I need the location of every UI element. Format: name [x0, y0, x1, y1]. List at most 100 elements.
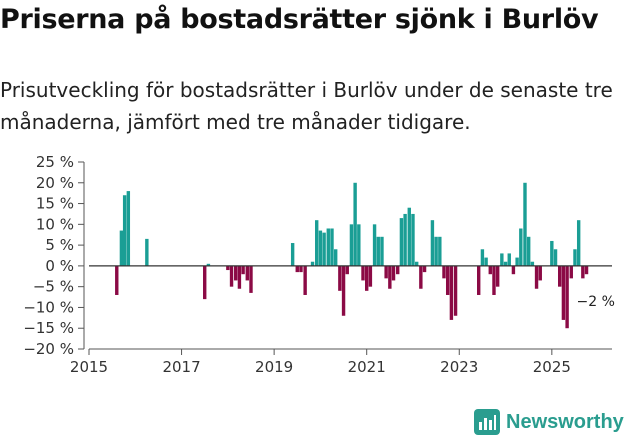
bar — [434, 236, 438, 266]
bar — [396, 265, 400, 275]
y-tick-label: −15 % — [23, 319, 74, 337]
x-tick-label: 2023 — [440, 358, 478, 372]
bar — [241, 265, 245, 275]
bar — [438, 236, 442, 266]
chart-subtitle: Prisutveckling för bostadsrätter i Burlö… — [0, 78, 613, 134]
bar — [333, 249, 338, 266]
y-tick-label: 5 % — [45, 236, 74, 254]
bar — [380, 236, 384, 266]
bar — [515, 257, 519, 266]
bar — [530, 261, 535, 266]
bar — [318, 230, 323, 266]
y-tick-label: −10 % — [23, 298, 74, 316]
y-axis: 25 % 20 % 15 % 10 % 5 % 0 % −5 % −10 % −15 % −20 … — [23, 153, 85, 358]
bar — [553, 249, 558, 266]
bar — [376, 236, 380, 266]
bar — [237, 265, 242, 289]
x-tick-label: 2019 — [255, 358, 293, 372]
bar — [403, 213, 407, 266]
bar — [345, 265, 349, 275]
y-tick-label: 20 % — [36, 174, 74, 192]
bar — [391, 265, 396, 281]
last-value-label: −2 % — [577, 294, 615, 310]
brand-logo: Newsworthy — [474, 407, 624, 437]
bar — [399, 218, 404, 266]
bar — [126, 191, 131, 266]
bar — [119, 230, 124, 266]
bar — [341, 265, 346, 316]
y-tick-label: −20 % — [23, 340, 74, 358]
bar — [234, 265, 238, 281]
bar — [295, 265, 299, 273]
bar — [372, 224, 377, 266]
bar — [584, 265, 589, 275]
bar — [115, 265, 119, 295]
bar — [503, 261, 508, 266]
bar — [330, 228, 334, 266]
bar — [407, 207, 411, 266]
bar — [229, 265, 234, 287]
bar — [365, 265, 369, 291]
bar — [414, 261, 419, 266]
bar — [507, 253, 511, 266]
bar — [206, 263, 211, 266]
y-tick-label: 10 % — [36, 215, 74, 233]
bar — [299, 265, 303, 273]
brand-name: Newsworthy — [506, 410, 624, 433]
bar — [226, 265, 230, 271]
bar — [569, 265, 573, 279]
bar — [488, 265, 492, 275]
bar-chart: 25 % 20 % 15 % 10 % 5 % 0 % −5 % −10 % −15 % −20 … — [23, 153, 615, 372]
bar — [576, 220, 581, 266]
bar — [419, 265, 423, 289]
bar — [203, 265, 207, 300]
bar — [453, 265, 458, 316]
bar — [303, 265, 307, 295]
newsworthy-icon — [474, 409, 500, 435]
bar — [384, 265, 388, 279]
y-tick-label: 0 % — [45, 257, 74, 275]
bar — [411, 213, 415, 266]
bar — [581, 265, 585, 279]
bar — [322, 232, 326, 266]
x-tick-label: 2025 — [533, 358, 571, 372]
bar — [511, 265, 516, 275]
bar — [538, 265, 542, 281]
x-tick-label: 2017 — [162, 358, 200, 372]
bar — [573, 249, 577, 266]
bar — [561, 265, 566, 320]
bar — [290, 243, 295, 266]
bar — [430, 220, 435, 266]
bar — [523, 182, 527, 266]
bar — [484, 257, 488, 266]
annotations: −2 % — [577, 294, 615, 310]
bar — [534, 265, 539, 289]
bar — [422, 265, 427, 273]
bar — [445, 265, 450, 295]
bar — [449, 265, 454, 320]
bar — [357, 224, 361, 266]
bar — [526, 236, 531, 266]
bar — [310, 261, 315, 266]
y-tick-label: 15 % — [36, 195, 74, 213]
y-tick-label: −5 % — [33, 278, 74, 296]
bar — [495, 265, 500, 287]
bar — [245, 265, 249, 281]
bar — [338, 265, 342, 291]
bar — [326, 228, 330, 266]
bar — [368, 265, 373, 287]
bar — [550, 240, 554, 266]
bar — [122, 195, 127, 266]
bar — [558, 265, 562, 287]
bar — [442, 265, 446, 279]
bars — [89, 182, 612, 329]
bar — [519, 228, 523, 266]
y-tick-label: 25 % — [36, 153, 74, 171]
bar — [492, 265, 496, 295]
x-tick-label: 2021 — [348, 358, 386, 372]
bar — [500, 253, 504, 266]
bar — [353, 182, 357, 266]
bar — [565, 265, 569, 329]
bar — [480, 249, 485, 266]
bar — [349, 224, 354, 266]
